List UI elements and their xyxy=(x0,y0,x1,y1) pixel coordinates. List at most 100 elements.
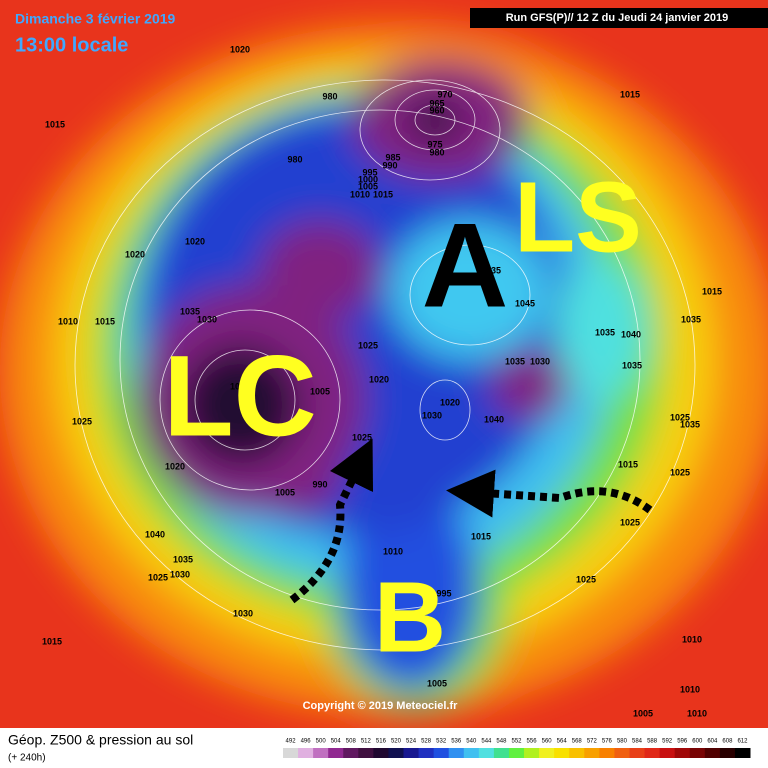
pressure-label: 1045 xyxy=(515,298,535,308)
legend-value: 608 xyxy=(722,739,733,745)
legend-value: 584 xyxy=(632,739,643,745)
legend-swatch xyxy=(644,748,661,758)
legend-swatch xyxy=(373,748,389,758)
map-background xyxy=(0,0,768,728)
pressure-label: 960 xyxy=(429,105,444,115)
legend-swatch xyxy=(734,748,751,758)
pressure-label: 975 xyxy=(427,139,442,149)
legend-value: 512 xyxy=(361,739,372,745)
legend-value: 508 xyxy=(346,739,357,745)
pressure-label: 1005 xyxy=(427,678,447,688)
legend-value: 576 xyxy=(602,739,613,745)
pressure-label: 990 xyxy=(312,479,327,489)
pressure-label: 1035 xyxy=(680,419,700,429)
pressure-label: 1010 xyxy=(687,708,707,718)
footer-title: Géop. Z500 & pression au sol xyxy=(8,732,193,748)
pressure-label: 1040 xyxy=(621,329,641,339)
pressure-label: 1035 xyxy=(622,360,642,370)
pressure-label: 1020 xyxy=(185,236,205,246)
legend-swatch xyxy=(448,748,465,758)
pressure-label: 1020 xyxy=(369,374,389,384)
pressure-label: 1035 xyxy=(481,265,501,275)
pressure-label: 1020 xyxy=(230,44,250,54)
pressure-label: 1040 xyxy=(484,414,504,424)
ls-label: LS xyxy=(514,161,642,273)
legend: 492 496 500 504 508 512 516 520 524 528 532 536 540 5… xyxy=(283,739,751,758)
pressure-label: 1040 xyxy=(145,529,165,539)
pressure-label: 1025 xyxy=(72,416,92,426)
legend-swatch xyxy=(283,748,299,758)
pressure-label: 1030 xyxy=(197,314,217,324)
legend-swatch xyxy=(539,748,555,758)
pressure-label: 1035 xyxy=(595,327,615,337)
legend-swatch xyxy=(343,748,359,758)
pressure-label: 1020 xyxy=(440,397,460,407)
legend-swatch xyxy=(298,748,314,758)
legend-swatch xyxy=(478,748,495,758)
lc-label: LC xyxy=(163,332,316,460)
legend-value: 552 xyxy=(511,739,522,745)
legend-value: 516 xyxy=(376,739,387,745)
legend-value: 504 xyxy=(331,739,342,745)
pressure-label: 1015 xyxy=(471,531,491,541)
pressure-label: 1020 xyxy=(165,461,185,471)
legend-value: 540 xyxy=(466,739,477,745)
pressure-label: 980 xyxy=(287,154,302,164)
pressure-label: 1030 xyxy=(422,410,442,420)
legend-swatch xyxy=(689,748,706,758)
legend-swatch xyxy=(524,748,540,758)
legend-swatch xyxy=(584,748,600,758)
legend-swatch xyxy=(554,748,570,758)
legend-value: 612 xyxy=(737,739,748,745)
arrows xyxy=(289,438,653,604)
legend-swatch xyxy=(704,748,721,758)
pressure-label: 1035 xyxy=(681,314,701,324)
legend-value: 496 xyxy=(301,739,312,745)
legend-value: 572 xyxy=(587,739,598,745)
pressure-label: 1000 xyxy=(358,174,378,184)
legend-value: 592 xyxy=(662,739,673,745)
pressure-label: 980 xyxy=(429,147,444,157)
pressure-label: 1025 xyxy=(576,574,596,584)
pressure-label: 1015 xyxy=(95,316,115,326)
pressure-label: 1035 xyxy=(173,554,193,564)
pressure-label: 995 xyxy=(436,588,451,598)
legend-swatch xyxy=(508,748,525,758)
legend-swatch xyxy=(328,748,344,758)
anticyclone-label: A xyxy=(422,199,509,333)
pressure-label: 970 xyxy=(437,89,452,99)
legend-value: 520 xyxy=(391,739,402,745)
legend-value: 588 xyxy=(647,739,658,745)
pressure-label: 1015 xyxy=(45,119,65,129)
pressure-label: 1015 xyxy=(373,189,393,199)
pressure-label: 990 xyxy=(382,160,397,170)
pressure-label: 1015 xyxy=(42,636,62,646)
legend-value: 548 xyxy=(496,739,507,745)
pressure-label: 1030 xyxy=(170,569,190,579)
pressure-label: 1005 xyxy=(358,181,378,191)
legend-value: 544 xyxy=(481,739,492,745)
pressure-label: 1030 xyxy=(233,608,253,618)
pressure-label: 1010 xyxy=(680,684,700,694)
pressure-label: 1010 xyxy=(350,189,370,199)
legend-swatch xyxy=(614,748,630,758)
pressure-label: 995 xyxy=(362,167,377,177)
legend-value: 556 xyxy=(527,739,538,745)
legend-swatch xyxy=(403,748,420,758)
pressure-label: 1020 xyxy=(125,249,145,259)
footer-lead: (+ 240h) xyxy=(8,753,46,764)
pressure-label: 1025 xyxy=(670,467,690,477)
legend-value: 604 xyxy=(707,739,718,745)
run-box xyxy=(470,8,768,28)
pressure-label: 1010 xyxy=(682,634,702,644)
legend-swatch xyxy=(659,748,676,758)
pressure-label: 1000 xyxy=(230,381,250,391)
legend-value: 560 xyxy=(542,739,553,745)
legend-value: 580 xyxy=(617,739,628,745)
legend-swatch xyxy=(493,748,510,758)
legend-swatch xyxy=(599,748,615,758)
run: Run GFS(P)// 12 Z du Jeudi 24 janvier 20… xyxy=(506,12,729,24)
pressure-label: 1025 xyxy=(148,572,168,582)
pressure-label: 1005 xyxy=(310,386,330,396)
legend-value: 536 xyxy=(451,739,462,745)
